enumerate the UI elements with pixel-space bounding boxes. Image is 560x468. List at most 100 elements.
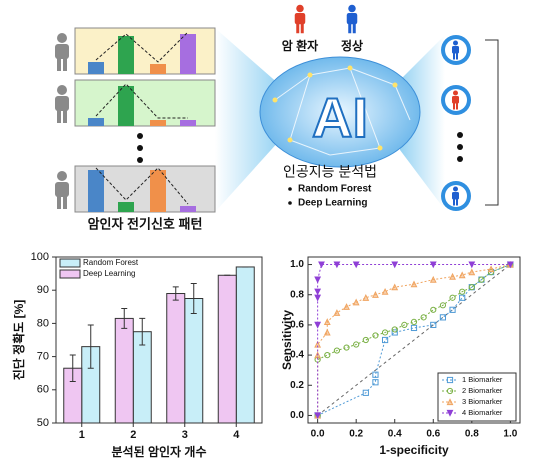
point — [430, 306, 437, 313]
y-tick-label: 0.0 — [290, 410, 304, 421]
point — [314, 412, 322, 420]
brain — [259, 56, 421, 168]
x-tick-label: 3 — [182, 429, 188, 441]
point — [314, 276, 322, 284]
y-axis-label: Sensitivity — [280, 310, 294, 370]
point — [323, 318, 331, 325]
x-tick-label: 1 — [79, 429, 85, 441]
y-tick-label: 60 — [37, 384, 49, 396]
legend-marker — [446, 387, 454, 395]
legend-marker — [446, 409, 454, 417]
point — [314, 321, 322, 329]
point — [439, 302, 447, 309]
point — [410, 324, 418, 332]
x-axis-label: 분석된 암인자 개수 — [112, 444, 207, 459]
point — [324, 351, 331, 359]
series-line — [317, 264, 511, 416]
y-tick-label: 0.4 — [290, 350, 304, 361]
point — [372, 379, 379, 386]
point — [449, 294, 456, 301]
legend-label: 2 Biomarker — [462, 386, 503, 395]
point — [333, 309, 341, 316]
bar — [166, 293, 186, 424]
x-tick-label: 1.0 — [503, 429, 517, 440]
legend-label: Random Forest — [83, 258, 139, 267]
error-bar — [87, 324, 94, 369]
error-bar — [69, 354, 76, 382]
y-tick-label: 50 — [37, 417, 49, 429]
legend-label: Deep Learning — [83, 269, 135, 278]
point — [429, 261, 437, 269]
legend-swatch — [59, 258, 81, 268]
error-bar — [121, 307, 128, 329]
point — [430, 321, 437, 329]
point — [439, 314, 447, 321]
y-tick-label: 1.0 — [290, 259, 304, 270]
y-tick-label: 80 — [37, 317, 49, 329]
x-tick-label: 2 — [130, 429, 136, 441]
point — [458, 271, 466, 279]
method: Random Forest — [298, 184, 372, 195]
error-bar — [190, 283, 197, 314]
point — [449, 306, 456, 313]
error-bar — [172, 286, 179, 301]
x-tick-label: 0.0 — [311, 429, 325, 440]
legend-marker — [446, 398, 454, 406]
point — [362, 294, 370, 301]
bar — [217, 274, 237, 424]
series-line — [317, 264, 511, 416]
point — [372, 291, 379, 298]
legend-label: 4 Biomarker — [462, 408, 503, 417]
y-tick-label: 100 — [31, 251, 49, 263]
legend-label: 3 Biomarker — [462, 397, 503, 406]
error-bar — [139, 317, 146, 346]
pattern-label: 암인자 전기신호 패턴 — [88, 216, 203, 231]
x-tick-label: 4 — [233, 429, 240, 441]
point — [323, 328, 331, 336]
point — [410, 318, 418, 325]
legend-swatch — [59, 269, 81, 279]
point — [459, 294, 466, 301]
legend-marker — [446, 376, 454, 384]
bar — [235, 266, 255, 424]
point — [362, 336, 369, 344]
point — [372, 371, 379, 378]
ray — [400, 35, 445, 210]
roc-chart: 0.0 0.2 0.4 0.6 0.8 1.0 0.0 0.2 0.4 0.6 0.8 1.0 Sens… — [280, 256, 521, 457]
plot-frame — [307, 256, 521, 424]
point — [401, 321, 408, 329]
y-tick-label: 70 — [37, 351, 49, 363]
point — [459, 288, 466, 295]
point — [333, 261, 341, 269]
reference-line — [317, 264, 511, 416]
point — [381, 329, 389, 336]
point — [391, 261, 399, 269]
y-tick-label: 90 — [37, 284, 49, 296]
patient-label: 암 환자 — [282, 38, 318, 53]
method: Deep Learning — [298, 198, 367, 209]
point — [468, 284, 475, 291]
point — [391, 283, 399, 291]
ai-label: AI — [312, 86, 368, 149]
y-axis-label: 진단 정확도 [%] — [11, 300, 26, 381]
x-tick-label: 0.8 — [465, 429, 479, 440]
point — [372, 332, 379, 339]
x-tick-label: 0.2 — [349, 429, 363, 440]
bar — [184, 298, 204, 424]
point — [352, 298, 360, 306]
y-tick-label: 0.6 — [290, 320, 304, 331]
normal-label: 정상 — [341, 38, 363, 53]
point — [362, 389, 369, 396]
point — [318, 261, 325, 269]
point — [420, 314, 427, 321]
bar — [114, 317, 134, 424]
x-tick-label: 0.6 — [426, 429, 440, 440]
x-axis-label: 1-specificity — [379, 443, 449, 457]
plot-frame — [55, 256, 263, 424]
point — [314, 288, 322, 296]
point — [343, 303, 350, 310]
point — [391, 329, 398, 336]
diagram: 암인자 전기신호 패턴 암 환자 정상 AI 인공지능 분석법 Random F… — [55, 4, 499, 231]
point — [352, 261, 360, 269]
